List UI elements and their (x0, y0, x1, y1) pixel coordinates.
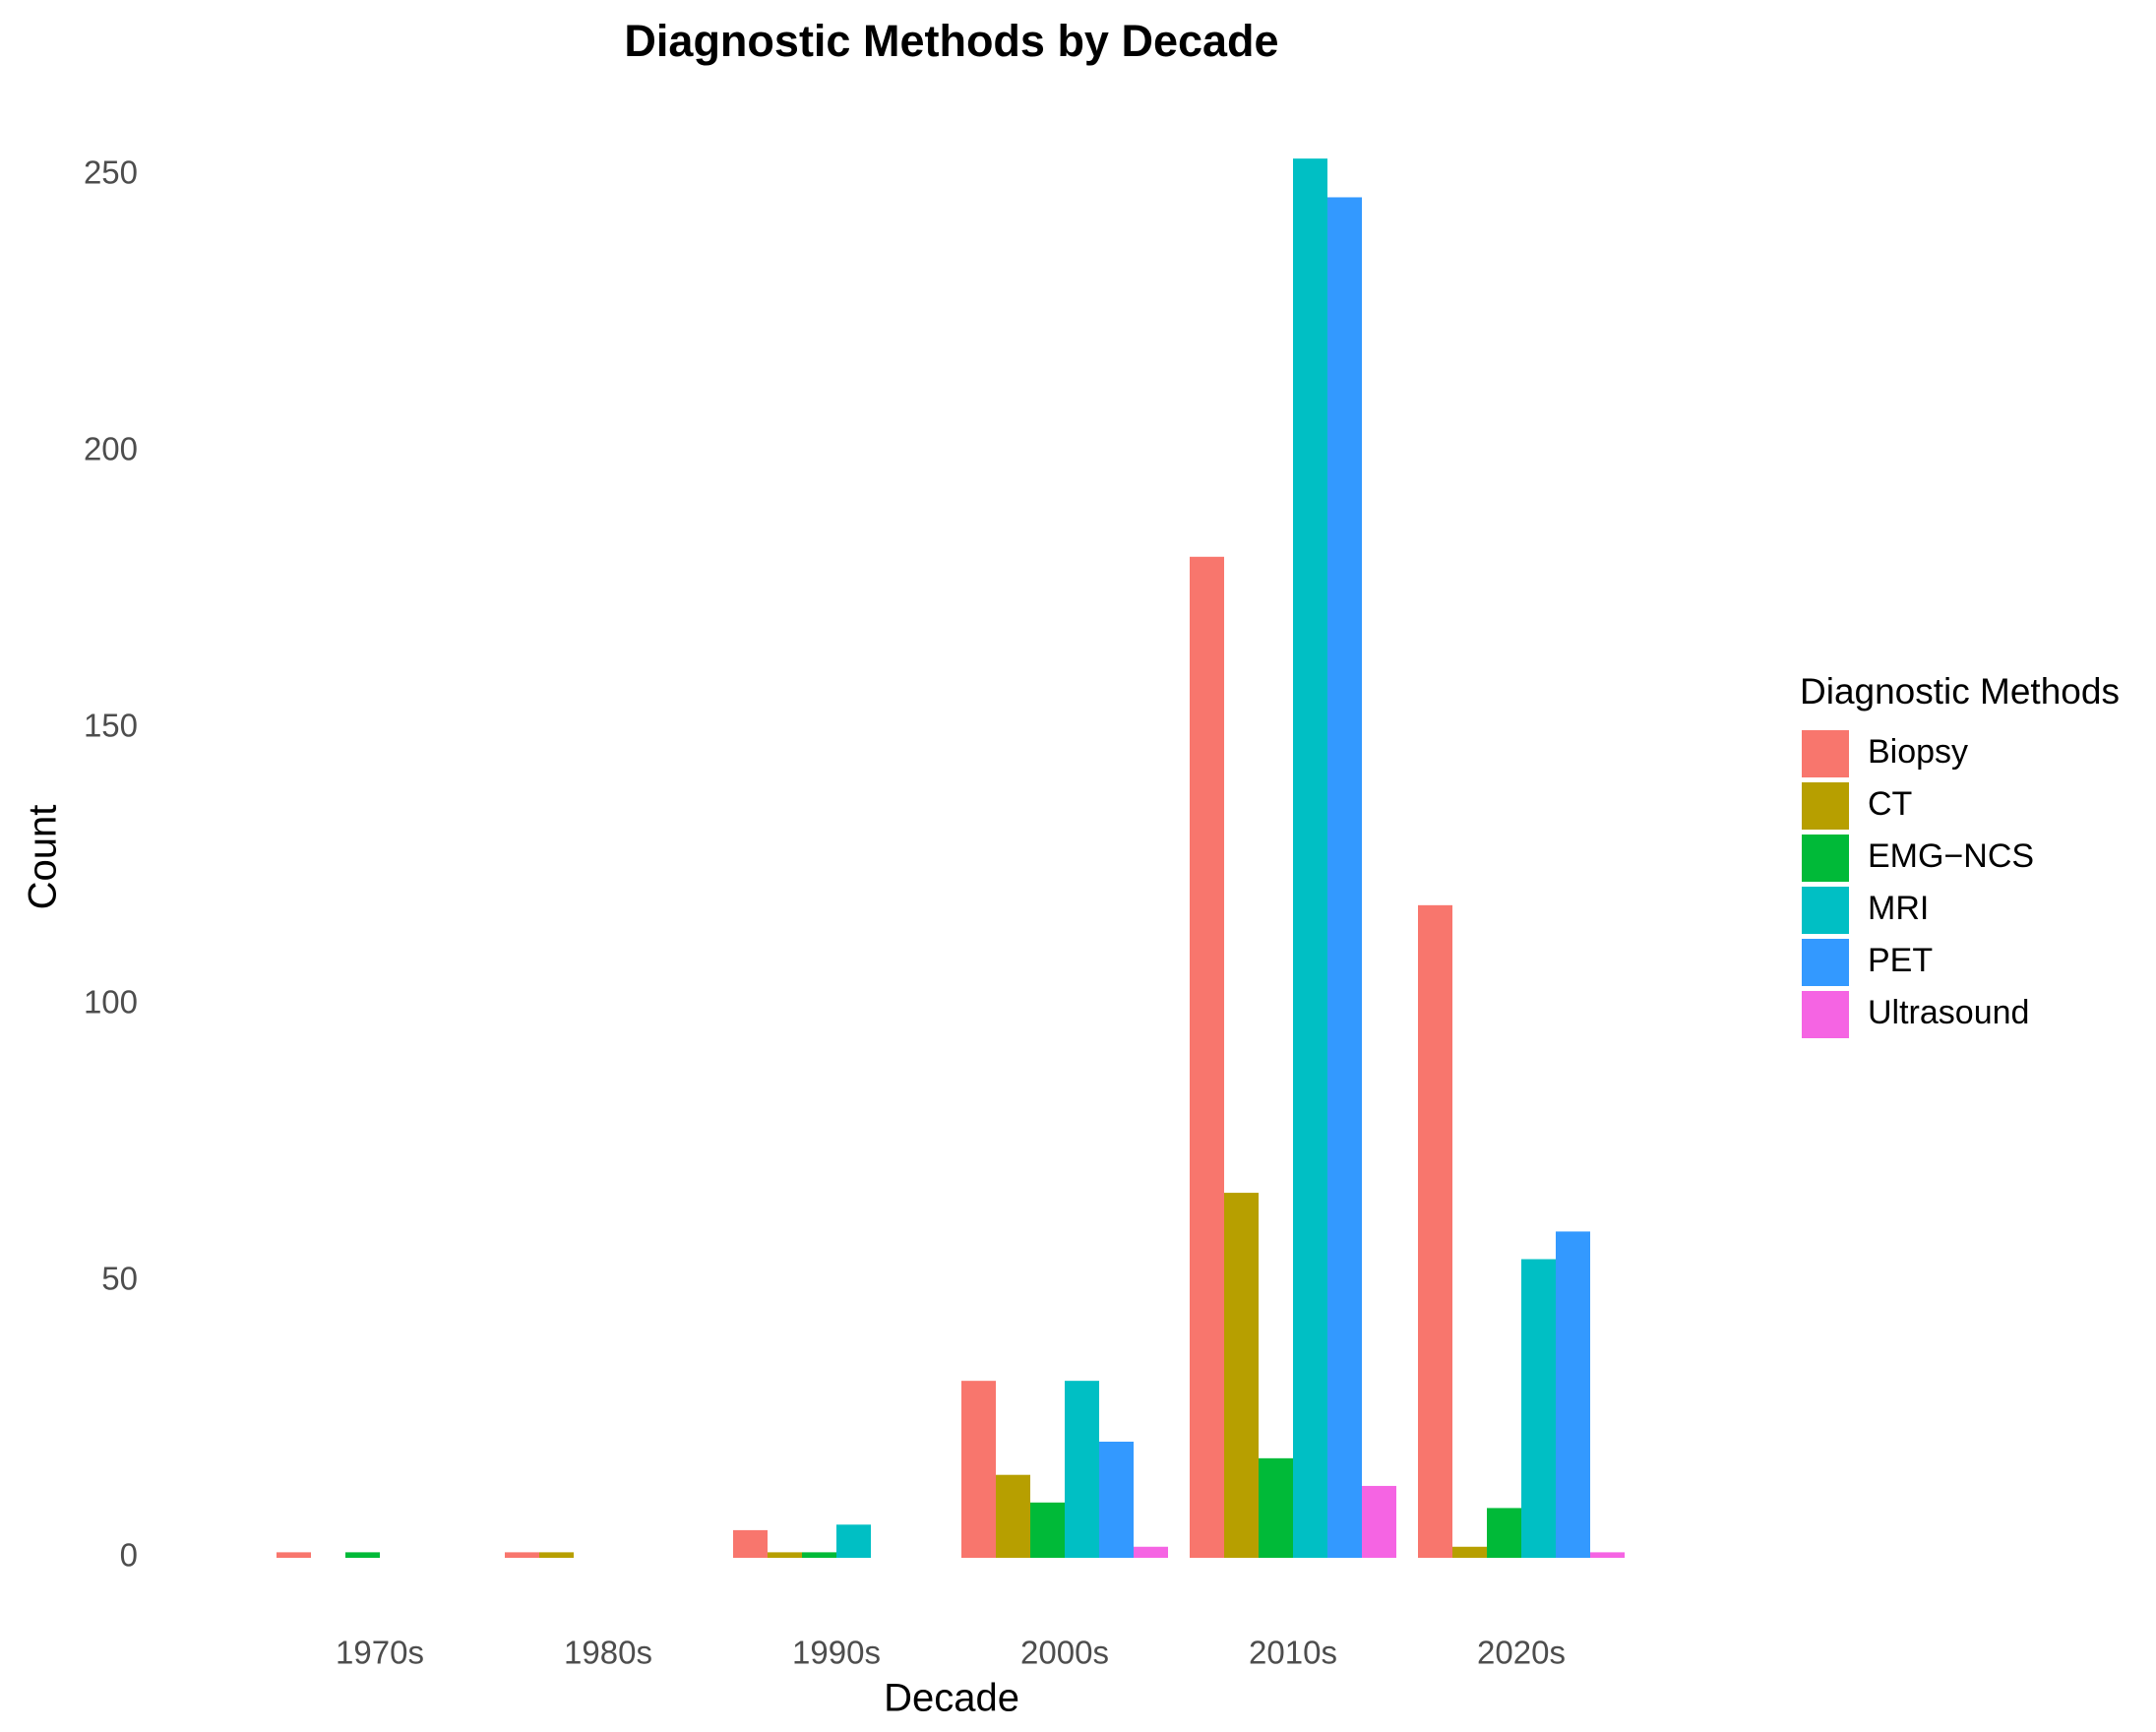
y-tick-label: 50 (101, 1261, 138, 1297)
bar (1293, 158, 1327, 1558)
bar (277, 1552, 311, 1558)
y-tick-label: 150 (84, 708, 138, 744)
legend-label: CT (1868, 785, 1912, 823)
bar (1259, 1457, 1293, 1558)
bar (1134, 1546, 1168, 1558)
legend-key (1802, 782, 1849, 830)
bar (539, 1552, 574, 1558)
x-tick-label: 1970s (336, 1635, 424, 1671)
legend-title: Diagnostic Methods (1800, 671, 2120, 711)
bar (505, 1552, 539, 1558)
y-tick-label: 250 (84, 155, 138, 191)
bar (733, 1529, 768, 1558)
bar (1521, 1259, 1556, 1558)
bar (768, 1552, 802, 1558)
y-tick-label: 200 (84, 431, 138, 467)
bar (836, 1524, 871, 1558)
y-tick-label: 0 (120, 1537, 138, 1574)
bar (1590, 1552, 1625, 1558)
legend-label: Ultrasound (1868, 994, 2029, 1031)
bar (1556, 1231, 1590, 1558)
bar (1362, 1485, 1396, 1558)
legend-key (1802, 939, 1849, 986)
bar (961, 1381, 996, 1558)
bar (996, 1474, 1030, 1558)
legend-label: MRI (1868, 890, 1929, 927)
x-tick-label: 2000s (1020, 1635, 1109, 1671)
bar (1030, 1502, 1065, 1558)
y-tick-label: 100 (84, 984, 138, 1021)
x-tick-label: 1980s (564, 1635, 652, 1671)
bar (1190, 556, 1224, 1558)
x-axis-title: Decade (884, 1677, 1019, 1720)
bar (802, 1552, 836, 1558)
bar (1099, 1441, 1134, 1558)
bar (1452, 1546, 1487, 1558)
bar (345, 1552, 380, 1558)
legend-key (1802, 835, 1849, 882)
legend-label: EMG−NCS (1868, 837, 2034, 875)
bar (1327, 197, 1362, 1559)
legend-key (1802, 887, 1849, 934)
legend-key (1802, 991, 1849, 1038)
chart-title: Diagnostic Methods by Decade (624, 16, 1278, 66)
bar (1487, 1508, 1521, 1558)
x-tick-label: 1990s (792, 1635, 881, 1671)
legend-key (1802, 730, 1849, 777)
bar (1224, 1193, 1259, 1558)
bar (1418, 904, 1452, 1558)
y-axis-title: Count (22, 805, 65, 910)
legend-label: Biopsy (1868, 733, 1968, 771)
x-tick-label: 2010s (1249, 1635, 1337, 1671)
legend-label: PET (1868, 942, 1933, 979)
x-tick-label: 2020s (1477, 1635, 1566, 1671)
bar (1065, 1381, 1099, 1558)
